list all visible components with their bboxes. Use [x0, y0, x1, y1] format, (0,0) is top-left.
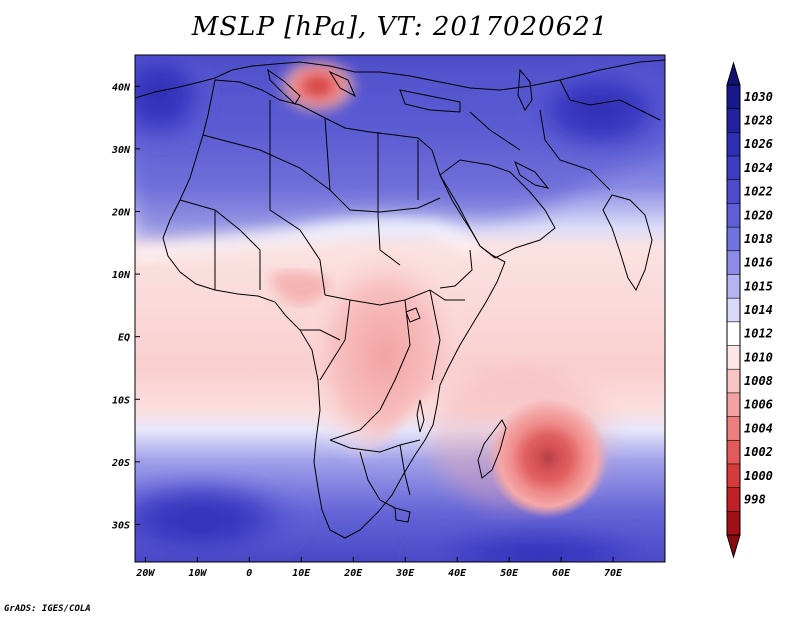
colorbar-swatch	[727, 298, 740, 323]
x-tick-label: 50E	[500, 568, 519, 579]
colorbar-swatch	[727, 440, 740, 465]
chart-title: MSLP [hPa], VT: 2017020621	[191, 12, 609, 42]
y-tick-label: EQ	[118, 333, 130, 344]
colorbar-swatch	[727, 345, 740, 370]
colorbar-label: 1020	[744, 208, 773, 222]
colorbar-swatch	[727, 463, 740, 489]
x-tick-label: 20W	[135, 568, 155, 579]
colorbar-label: 1028	[744, 114, 773, 128]
colorbar-swatch	[727, 179, 740, 204]
x-tick-label: 30E	[395, 568, 415, 579]
pressure-field	[135, 55, 665, 562]
colorbar-label: 1010	[744, 350, 773, 364]
colorbar-swatch	[727, 369, 740, 394]
y-tick-label: 20S	[111, 458, 130, 469]
y-tick-label: 30S	[111, 520, 130, 531]
colorbar-label: 1008	[744, 374, 773, 388]
colorbar-swatch	[727, 321, 740, 347]
colorbar-label: 1012	[744, 327, 773, 341]
x-tick-label: 0	[246, 568, 252, 579]
colorbar-label: 1002	[744, 445, 773, 459]
colorbar-swatch	[727, 511, 740, 536]
colorbar-swatch	[727, 487, 740, 512]
y-tick-label: 20N	[111, 207, 131, 218]
colorbar-swatch	[727, 108, 740, 133]
x-tick-label: 60E	[552, 568, 571, 579]
y-tick-label: 10S	[112, 395, 130, 406]
colorbar-label: 1015	[744, 279, 773, 293]
x-tick-label: 70E	[604, 568, 623, 579]
colorbar-label: 1000	[744, 469, 773, 483]
colorbar-swatch	[727, 203, 740, 228]
colorbar-swatch	[727, 416, 740, 441]
colorbar-label: 1018	[744, 232, 773, 246]
x-tick-label: 10E	[292, 568, 311, 579]
coastlines	[135, 59, 665, 539]
colorbar-label: 1014	[744, 303, 773, 317]
colorbar-label: 1004	[744, 421, 773, 435]
y-tick-label: 30N	[111, 145, 131, 156]
x-tick-label: 20E	[343, 568, 363, 579]
plot-frame	[134, 54, 666, 563]
colorbar-swatch	[727, 132, 740, 157]
y-tick-label: 10N	[112, 270, 131, 281]
colorbar-label: 1026	[744, 137, 773, 151]
colorbar-label: 1024	[744, 161, 773, 175]
colorbar-swatch	[727, 392, 740, 418]
colorbar-swatch	[727, 156, 740, 181]
axes: 20W 10W 0 10E 20E 30E 40E 50E 60E 70E 40N 30N 20N 10N…	[111, 82, 623, 579]
colorbar-swatch	[727, 250, 740, 275]
x-tick-label: 10W	[188, 568, 207, 579]
colorbar-label: 1016	[744, 256, 773, 270]
y-tick-label: 40N	[112, 82, 131, 93]
colorbar: 1030 1028 1026 1024 1022 1020 1018 1016 1015 1014…	[726, 61, 773, 559]
colorbar-label: 1006	[744, 398, 773, 412]
x-tick-label: 40E	[448, 568, 467, 579]
colorbar-label: 1030	[744, 90, 773, 104]
colorbar-swatch	[727, 227, 740, 252]
colorbar-frame	[726, 84, 741, 536]
colorbar-swatch	[727, 274, 740, 299]
colorbar-bottom-arrow	[726, 534, 741, 559]
colorbar-label: 1022	[744, 185, 773, 199]
colorbar-top-arrow	[726, 61, 741, 86]
credit-text: GrADS: IGES/COLA	[4, 604, 91, 614]
colorbar-label: 998	[744, 492, 766, 506]
colorbar-swatch	[727, 85, 740, 110]
